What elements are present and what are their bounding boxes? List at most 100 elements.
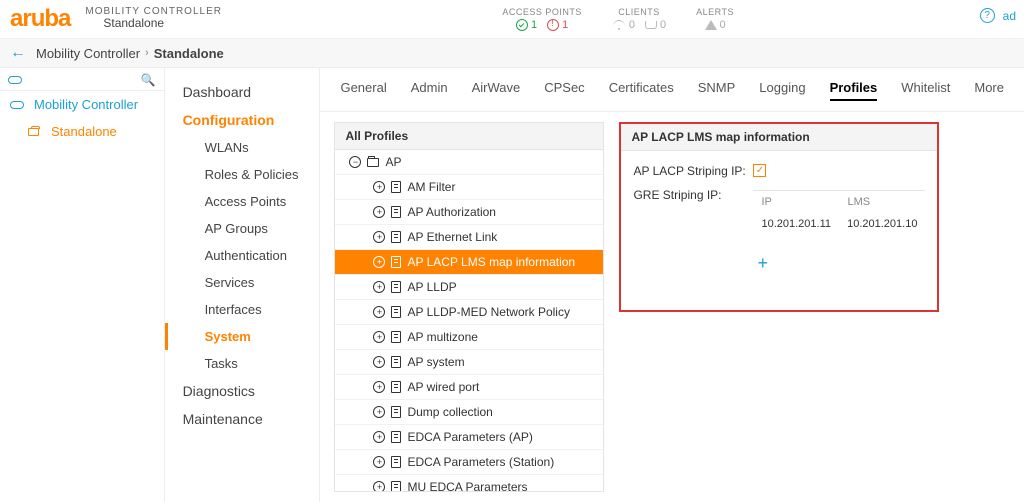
breadcrumb-root[interactable]: Mobility Controller <box>36 46 140 61</box>
breadcrumb-leaf[interactable]: Standalone <box>154 46 224 61</box>
profiles-tree[interactable]: −AP+AM Filter+AP Authorization+AP Ethern… <box>335 150 603 491</box>
stat-clients[interactable]: CLIENTS 0 0 <box>612 7 666 31</box>
tree-item-label: EDCA Parameters (AP) <box>407 430 532 444</box>
tab-general[interactable]: General <box>340 80 386 101</box>
tab-airwave[interactable]: AirWave <box>472 80 521 101</box>
navtree-root-label: Mobility Controller <box>34 97 138 112</box>
help-icon[interactable]: ? <box>980 8 995 23</box>
cloud-icon <box>10 101 24 109</box>
tree-item-ap-lldp[interactable]: + AP LLDP <box>335 275 603 300</box>
striping-label: AP LACP Striping IP: <box>633 164 753 178</box>
subnav-item-tasks[interactable]: Tasks <box>165 350 320 377</box>
subnav-item-access-points[interactable]: Access Points <box>165 188 320 215</box>
subnav-item-ap-groups[interactable]: AP Groups <box>165 215 320 242</box>
main: 🔍 Mobility Controller Standalone Dashboa… <box>0 68 1024 502</box>
profile-icon <box>391 356 401 368</box>
tree-item-ap-wired-port[interactable]: +AP wired port <box>335 375 603 400</box>
tree-item-mu-edca-parameters[interactable]: + MU EDCA Parameters <box>335 475 603 491</box>
profile-icon <box>391 231 401 243</box>
profile-icon <box>391 281 401 293</box>
tab-whitelist[interactable]: Whitelist <box>901 80 950 101</box>
gre-table-row[interactable]: 10.201.201.11 10.201.201.10 <box>753 213 925 235</box>
section-dashboard[interactable]: Dashboard <box>165 78 320 106</box>
section-diagnostics[interactable]: Diagnostics <box>165 377 320 405</box>
expand-icon[interactable]: + <box>373 431 385 443</box>
tab-more[interactable]: More <box>974 80 1004 101</box>
subnav-item-roles-policies[interactable]: Roles & Policies <box>165 161 320 188</box>
device-icon <box>28 128 39 136</box>
stat-alerts-label: ALERTS <box>696 7 734 17</box>
col-ip: IP <box>753 191 839 213</box>
expand-icon[interactable]: + <box>373 356 385 368</box>
tab-cpsec[interactable]: CPSec <box>544 80 584 101</box>
alert-icon <box>705 20 717 30</box>
subnav-item-interfaces[interactable]: Interfaces <box>165 296 320 323</box>
section-maintenance[interactable]: Maintenance <box>165 405 320 433</box>
stat-ap-label: ACCESS POINTS <box>502 7 582 17</box>
expand-icon[interactable]: + <box>373 456 385 468</box>
expand-icon[interactable]: + <box>373 381 385 393</box>
add-row-button[interactable]: + <box>753 235 925 274</box>
tree-item-label: MU EDCA Parameters <box>407 480 527 491</box>
subnav-item-services[interactable]: Services <box>165 269 320 296</box>
top-right: ? ad <box>980 8 1016 23</box>
expand-icon[interactable]: + <box>373 181 385 193</box>
tree-root-ap[interactable]: − AP <box>335 150 603 175</box>
expand-icon[interactable]: + <box>373 206 385 218</box>
tree-item-label: EDCA Parameters (Station) <box>407 455 554 469</box>
expand-icon[interactable]: + <box>373 406 385 418</box>
tree-item-am-filter[interactable]: + AM Filter <box>335 175 603 200</box>
tree-item-label: AP LLDP <box>407 280 456 294</box>
tree-item-ap-lldp-med-network-policy[interactable]: +AP LLDP-MED Network Policy <box>335 300 603 325</box>
profile-icon <box>391 206 401 218</box>
folder-icon <box>367 158 379 167</box>
tree-item-label: AM Filter <box>407 180 455 194</box>
expand-icon[interactable]: + <box>373 306 385 318</box>
field-gre-striping: GRE Striping IP: IP LMS 10.201.201.11 10… <box>633 183 925 279</box>
tree-item-ap-lacp-lms-map-information[interactable]: +AP LACP LMS map information <box>335 250 603 275</box>
striping-checkbox[interactable]: ✓ <box>753 164 766 177</box>
subnav-item-wlans[interactable]: WLANs <box>165 134 320 161</box>
title-block: MOBILITY CONTROLLER Standalone <box>85 6 222 30</box>
tab-certificates[interactable]: Certificates <box>609 80 674 101</box>
stat-alerts-count: 0 <box>720 19 726 31</box>
tree-item-ap-multizone[interactable]: + AP multizone <box>335 325 603 350</box>
navtree-root[interactable]: Mobility Controller <box>0 91 164 118</box>
tree-item-ap-authorization[interactable]: + AP Authorization <box>335 200 603 225</box>
expand-icon[interactable]: + <box>373 281 385 293</box>
stat-alerts[interactable]: ALERTS 0 <box>696 7 734 31</box>
expand-icon[interactable]: + <box>373 231 385 243</box>
navtree-child[interactable]: Standalone <box>0 118 164 145</box>
profile-icon <box>391 381 401 393</box>
admin-link[interactable]: ad <box>1003 9 1016 23</box>
tab-snmp[interactable]: SNMP <box>698 80 736 101</box>
subnav-item-authentication[interactable]: Authentication <box>165 242 320 269</box>
profile-icon <box>391 481 401 491</box>
profile-icon <box>391 431 401 443</box>
cloud-icon <box>8 76 22 84</box>
section-configuration[interactable]: Configuration <box>165 106 320 134</box>
stat-access-points[interactable]: ACCESS POINTS 1 1 <box>502 7 582 31</box>
tree-item-label: AP multizone <box>407 330 477 344</box>
collapse-icon[interactable]: − <box>349 156 361 168</box>
search-icon[interactable]: 🔍 <box>141 73 156 87</box>
back-icon[interactable]: ← <box>10 44 26 62</box>
tree-item-label: AP Authorization <box>407 205 496 219</box>
tree-item-edca-parameters-station-[interactable]: + EDCA Parameters (Station) <box>335 450 603 475</box>
tab-admin[interactable]: Admin <box>411 80 448 101</box>
tree-item-dump-collection[interactable]: +Dump collection <box>335 400 603 425</box>
ok-icon <box>516 19 528 31</box>
tab-logging[interactable]: Logging <box>759 80 805 101</box>
tree-item-edca-parameters-ap-[interactable]: + EDCA Parameters (AP) <box>335 425 603 450</box>
expand-icon[interactable]: + <box>373 481 385 491</box>
tree-item-ap-system[interactable]: + AP system <box>335 350 603 375</box>
tab-profiles[interactable]: Profiles <box>830 80 878 101</box>
tree-root-label: AP <box>385 155 401 169</box>
detail-panel: AP LACP LMS map information AP LACP Stri… <box>619 122 939 312</box>
tree-item-ap-ethernet-link[interactable]: +AP Ethernet Link <box>335 225 603 250</box>
subnav-item-system[interactable]: System <box>165 323 320 350</box>
topbar: aruba MOBILITY CONTROLLER Standalone ACC… <box>0 0 1024 38</box>
expand-icon[interactable]: + <box>373 256 385 268</box>
expand-icon[interactable]: + <box>373 331 385 343</box>
tree-item-label: AP system <box>407 355 464 369</box>
